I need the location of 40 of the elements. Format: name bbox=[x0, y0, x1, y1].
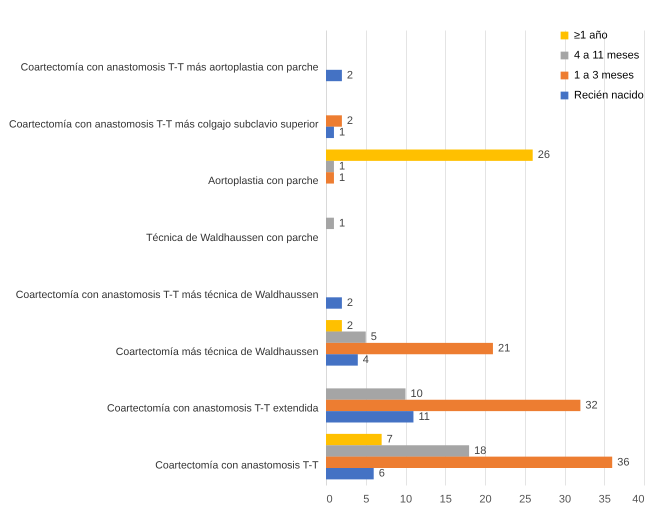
data-label: 36 bbox=[617, 456, 630, 468]
data-label: 2 bbox=[346, 320, 354, 332]
data-label: 7 bbox=[386, 434, 393, 446]
x-tick-label: 0 bbox=[326, 494, 333, 506]
data-label: 32 bbox=[585, 399, 598, 412]
x-tick-label: 20 bbox=[479, 494, 492, 506]
legend-label: 4 a 11 meses bbox=[574, 50, 640, 62]
x-tick-label: 30 bbox=[558, 494, 572, 506]
y-tick-label: Coartectomía con anastomosis T-T más colgajo subclavio superior bbox=[8, 118, 319, 130]
y-tick-label: Coartectomía más técnica de Waldhaussen bbox=[116, 346, 319, 358]
y-tick-label: Coartectomía con anastomosis T-T más técnica de Waldhaussen bbox=[16, 288, 319, 301]
data-label: 1 bbox=[338, 172, 346, 184]
x-tick-label: 40 bbox=[632, 494, 644, 506]
data-label: 21 bbox=[498, 342, 510, 354]
data-label: 2 bbox=[346, 70, 354, 82]
y-tick-label: Coartectomía con anastomosis T-T más aortoplastia con parche bbox=[20, 61, 319, 74]
legend-label: 1 a 3 meses bbox=[574, 70, 634, 82]
data-label: 18 bbox=[474, 444, 486, 457]
data-label: 11 bbox=[418, 410, 430, 423]
y-tick-label: Coartectomía con anastomosis T-T bbox=[155, 460, 320, 472]
data-label: 2 bbox=[346, 297, 354, 309]
legend-label: Recién nacido bbox=[574, 90, 644, 102]
data-label: 6 bbox=[378, 468, 385, 480]
data-label: 2 bbox=[346, 115, 354, 127]
data-label: 10 bbox=[410, 388, 423, 400]
y-tick-label: Aortoplastia con parche bbox=[208, 175, 319, 188]
y-tick-label: Coartectomía con anastomosis T-T extendida bbox=[107, 402, 319, 415]
x-tick-label: 5 bbox=[363, 494, 370, 506]
x-tick-label: 25 bbox=[519, 494, 532, 506]
data-label: 4 bbox=[362, 354, 369, 366]
y-tick-label: Técnica de Waldhaussen con parche bbox=[146, 232, 319, 244]
legend-label: ≥1 año bbox=[574, 30, 608, 42]
data-label: 1 bbox=[338, 217, 346, 230]
data-label: 1 bbox=[338, 160, 346, 172]
x-tick-label: 15 bbox=[440, 494, 452, 506]
data-label: 5 bbox=[370, 331, 377, 344]
data-label: 26 bbox=[538, 149, 550, 162]
x-tick-label: 35 bbox=[598, 494, 611, 506]
x-tick-label: 10 bbox=[400, 494, 412, 506]
data-label: 1 bbox=[338, 126, 346, 138]
